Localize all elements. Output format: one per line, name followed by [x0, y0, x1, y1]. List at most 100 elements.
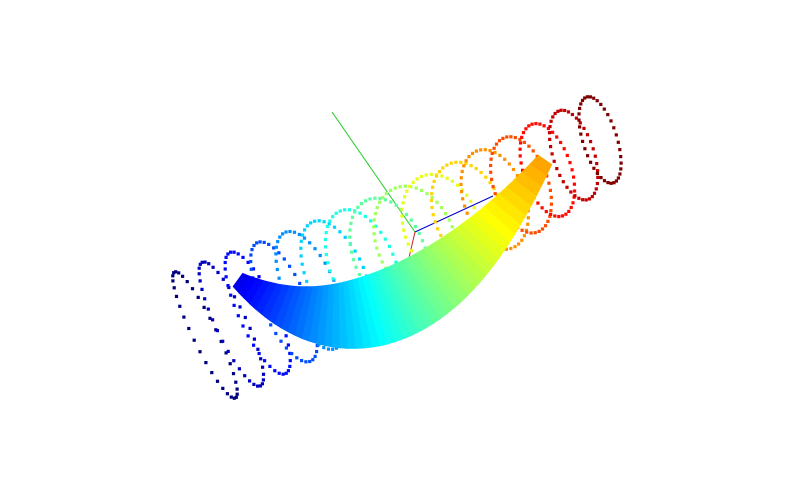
ring-point: [578, 106, 582, 110]
ring-point: [378, 200, 382, 204]
ring-point: [565, 153, 569, 158]
ring-point: [226, 284, 230, 288]
ring-point: [602, 107, 606, 111]
ring-point: [387, 244, 391, 248]
ring-point: [274, 252, 278, 256]
ring-point: [565, 185, 569, 189]
ring-point: [288, 264, 292, 268]
ring-point: [549, 212, 553, 216]
ring-point: [229, 250, 233, 254]
ring-point: [439, 233, 443, 238]
ring-point: [309, 221, 313, 225]
ring-point: [590, 195, 594, 199]
ring-point: [587, 197, 592, 201]
ring-point: [343, 208, 347, 212]
ring-point: [569, 205, 573, 210]
ring-point: [488, 149, 492, 153]
ring-point: [579, 132, 583, 136]
ring-point: [548, 188, 552, 192]
ring-point: [518, 154, 522, 158]
ring-point: [586, 154, 590, 158]
ring-point: [592, 166, 596, 170]
ring-point: [326, 261, 330, 265]
ring-point: [536, 201, 540, 205]
ring-point: [284, 230, 288, 234]
ring-point: [595, 171, 599, 175]
ring-point: [313, 354, 317, 358]
ring-point: [560, 214, 565, 218]
ring-point: [599, 102, 603, 106]
ring-point: [520, 228, 524, 232]
ring-point: [311, 358, 315, 362]
ring-point: [389, 188, 393, 192]
ring-point: [257, 275, 261, 279]
ring-point: [226, 349, 230, 353]
ring-point: [609, 181, 613, 185]
ring-point: [555, 167, 559, 171]
ring-point: [250, 248, 254, 252]
ring-point: [174, 270, 178, 274]
ring-point: [404, 235, 408, 239]
ring-point: [211, 265, 215, 269]
ring-point: [445, 163, 449, 167]
ring-point: [520, 135, 524, 139]
ring-point: [484, 175, 488, 179]
ring-point: [238, 305, 242, 309]
ring-point: [549, 145, 553, 149]
ring-point: [424, 173, 428, 177]
ring-point: [441, 166, 445, 170]
ring-point: [348, 235, 352, 239]
ring-point: [372, 232, 376, 236]
ring-point: [464, 161, 468, 166]
ring-point: [562, 147, 566, 151]
ring-point: [430, 205, 434, 210]
ring-point: [393, 186, 397, 190]
ring-point: [533, 231, 537, 235]
ring-point: [553, 214, 557, 218]
ring-point: [353, 249, 357, 253]
ring-point: [591, 147, 595, 151]
ring-point: [534, 122, 538, 126]
ring-point: [580, 98, 585, 102]
ring-point: [178, 304, 182, 308]
ring-point: [585, 95, 589, 99]
ring-point: [202, 305, 206, 309]
ring-point: [460, 169, 464, 174]
ring-point: [284, 334, 288, 338]
ring-point: [198, 279, 202, 283]
ring-point: [567, 209, 571, 213]
ring-point: [402, 228, 406, 232]
ring-16: [577, 95, 623, 185]
ring-point: [430, 192, 434, 196]
ring-point: [315, 350, 319, 354]
ring-point: [540, 206, 544, 210]
ring-point: [292, 230, 297, 234]
ring-point: [223, 267, 227, 271]
ring-point: [546, 126, 550, 131]
ring-point: [313, 219, 317, 223]
ring-point: [224, 255, 228, 259]
ring-point: [517, 242, 521, 246]
ring-point: [221, 339, 225, 343]
ring-point: [437, 170, 441, 174]
ring-point: [232, 250, 236, 254]
ring-point: [322, 346, 326, 350]
ring-point: [400, 221, 405, 225]
ring-point: [570, 168, 574, 172]
ring-point: [300, 233, 305, 237]
ring-point: [203, 297, 207, 301]
ring-point: [566, 110, 571, 114]
ring-point: [221, 386, 225, 390]
ring-point: [460, 188, 464, 192]
ring-point: [331, 215, 335, 219]
ring-point: [551, 130, 555, 134]
ring-point: [584, 198, 588, 202]
ring-point: [182, 315, 186, 319]
ring-point: [521, 168, 525, 172]
ring-point: [252, 337, 256, 341]
ring-point: [408, 184, 412, 188]
ring-point: [519, 141, 523, 145]
ring-point: [557, 215, 561, 219]
